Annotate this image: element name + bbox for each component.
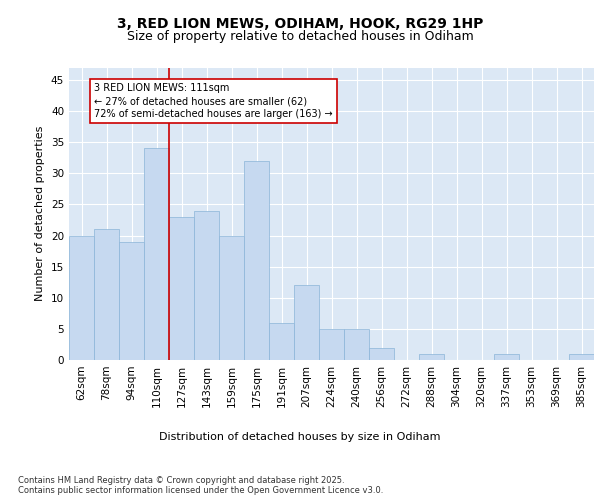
Bar [69, 236, 94, 360]
Bar [319, 329, 344, 360]
Bar [344, 329, 369, 360]
Bar [494, 354, 519, 360]
Bar [169, 217, 194, 360]
Text: Size of property relative to detached houses in Odiham: Size of property relative to detached ho… [127, 30, 473, 43]
Bar [219, 236, 244, 360]
Bar [569, 354, 594, 360]
Y-axis label: Number of detached properties: Number of detached properties [35, 126, 46, 302]
Text: 3 RED LION MEWS: 111sqm
← 27% of detached houses are smaller (62)
72% of semi-de: 3 RED LION MEWS: 111sqm ← 27% of detache… [94, 83, 332, 120]
Bar [194, 210, 219, 360]
Bar [244, 161, 269, 360]
Bar [94, 230, 119, 360]
Bar [419, 354, 444, 360]
Bar [144, 148, 169, 360]
Text: Distribution of detached houses by size in Odiham: Distribution of detached houses by size … [159, 432, 441, 442]
Bar [119, 242, 144, 360]
Bar [294, 286, 319, 360]
Text: Contains HM Land Registry data © Crown copyright and database right 2025.
Contai: Contains HM Land Registry data © Crown c… [18, 476, 383, 495]
Bar [369, 348, 394, 360]
Text: 3, RED LION MEWS, ODIHAM, HOOK, RG29 1HP: 3, RED LION MEWS, ODIHAM, HOOK, RG29 1HP [117, 18, 483, 32]
Bar [269, 322, 294, 360]
